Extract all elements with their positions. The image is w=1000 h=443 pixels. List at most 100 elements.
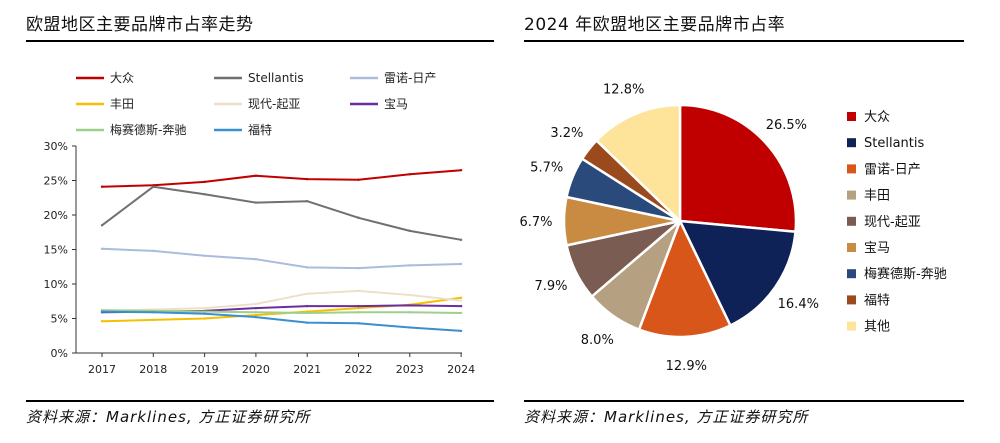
legend-label: 现代-起亚 [864, 215, 921, 230]
legend-label: 丰田 [110, 97, 134, 111]
data-point [408, 304, 411, 307]
legend-label: 丰田 [864, 189, 890, 204]
pie-chart-title: 2024 年欧盟地区主要品牌市占率 [524, 15, 786, 35]
data-point [203, 254, 206, 257]
legend-label: 梅赛德斯-奔驰 [110, 122, 186, 137]
series-line-7 [101, 310, 462, 332]
data-point [152, 185, 155, 188]
data-point [408, 173, 411, 176]
data-point [459, 262, 463, 266]
data-point [306, 292, 309, 295]
legend-label: Stellantis [864, 136, 924, 151]
pie-data-label: 26.5% [766, 118, 807, 133]
data-point [254, 313, 258, 317]
data-point [152, 249, 155, 253]
legend-label: 雷诺-日产 [864, 162, 921, 177]
data-point [100, 224, 104, 227]
data-point [459, 329, 463, 333]
data-point [408, 311, 411, 314]
x-tick-label: 2020 [242, 363, 270, 376]
y-tick-label: 15% [44, 244, 68, 257]
data-point [254, 201, 258, 204]
pie-data-label: 8.0% [581, 333, 614, 348]
data-point [203, 312, 206, 315]
legend-label: 福特 [864, 293, 890, 308]
line-chart-title: 欧盟地区主要品牌市占率走势 [26, 15, 254, 35]
data-point [306, 321, 309, 324]
line-chart: 0% 5% 10% 15% 20% 25% 30% 2017 2018 2019 2020 2021 2… [44, 71, 476, 376]
data-point [254, 311, 258, 314]
data-point [254, 302, 258, 306]
data-point [357, 322, 360, 325]
x-tick-label: 2017 [88, 363, 116, 376]
data-point [203, 310, 206, 313]
data-point [100, 310, 104, 313]
pie-data-label: 16.4% [778, 297, 819, 312]
line-chart-bottom-rule [26, 400, 494, 402]
series-line-0 [101, 169, 462, 188]
data-point [357, 306, 360, 310]
pie-chart: 26.5% 16.4% 12.9% 8.0% 7.9% 6.7% 5.7% 3.2% 12.8%… [519, 83, 947, 374]
data-point [100, 185, 104, 188]
data-point [408, 293, 411, 297]
data-point [306, 311, 309, 315]
legend-label: Stellantis [248, 71, 304, 85]
data-point [306, 304, 309, 308]
legend-label: 宝马 [384, 97, 408, 111]
pie-data-label: 3.2% [550, 126, 583, 141]
pie-data-label: 12.9% [666, 359, 707, 374]
pie-slice-0 [678, 103, 798, 234]
x-tick-label: 2021 [293, 363, 321, 376]
legend-swatch [847, 164, 856, 174]
y-tick-label: 20% [44, 209, 68, 222]
data-point [100, 320, 104, 323]
legend-label: 其他 [864, 320, 890, 335]
y-tick-label: 10% [44, 278, 68, 291]
data-point [254, 306, 258, 310]
data-point [203, 193, 206, 196]
data-point [408, 326, 411, 329]
legend-swatch [847, 190, 856, 200]
line-chart-top-rule [26, 40, 494, 42]
pie-chart-top-rule [524, 40, 964, 42]
legend-label: 大众 [110, 71, 134, 85]
data-point [459, 296, 463, 299]
data-point [203, 317, 206, 320]
legend-swatch [847, 216, 856, 226]
y-tick-label: 25% [44, 175, 68, 188]
x-tick-label: 2022 [345, 363, 373, 376]
legend-label: 梅赛德斯-奔驰 [864, 266, 947, 282]
data-point [459, 168, 463, 172]
x-tick-label: 2018 [139, 363, 167, 376]
pie-data-label: 12.8% [603, 83, 644, 98]
data-point [357, 266, 360, 270]
data-point [306, 266, 309, 269]
series-line-4 [101, 289, 462, 312]
legend-swatch [847, 295, 856, 305]
legend-swatch [847, 269, 856, 279]
pie-slice-8 [594, 103, 682, 224]
line-chart-source: 资料来源：Marklines, 方正证券研究所 [26, 408, 311, 426]
data-point [152, 318, 155, 322]
data-point [254, 174, 258, 177]
data-point [459, 304, 463, 308]
legend-swatch [847, 321, 856, 331]
series-line-2 [101, 247, 462, 270]
data-point [459, 311, 463, 315]
data-point [306, 177, 309, 181]
x-tick-label: 2023 [396, 363, 424, 376]
legend-swatch [847, 243, 856, 252]
data-point [357, 311, 360, 314]
pie-data-label: 6.7% [519, 215, 552, 230]
legend-swatch [847, 138, 856, 148]
y-tick-label: 0% [51, 347, 68, 360]
data-point [254, 257, 258, 261]
data-point [203, 306, 206, 310]
data-point [459, 299, 463, 302]
series-line-6 [101, 309, 462, 314]
data-point [100, 247, 104, 251]
data-point [357, 289, 360, 293]
data-point [357, 304, 360, 308]
legend-label: 福特 [248, 122, 272, 137]
data-point [357, 178, 360, 182]
